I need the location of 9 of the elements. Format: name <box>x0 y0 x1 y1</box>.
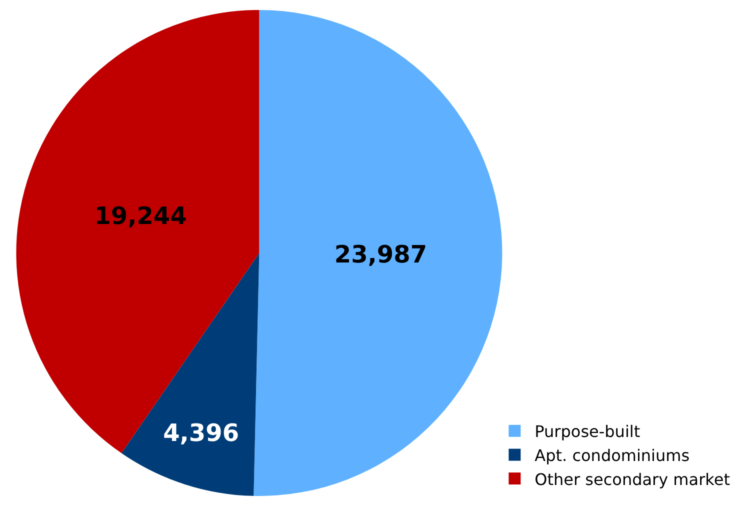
data-label: 23,987 <box>334 240 428 268</box>
data-label: 4,396 <box>163 418 240 447</box>
pie-slice <box>16 10 260 454</box>
legend-label: Other secondary market <box>534 470 730 489</box>
legend-label: Apt. condominiums <box>534 446 690 465</box>
pie-slice <box>121 253 260 496</box>
legend-label: Purpose-built <box>534 422 640 442</box>
data-label: 19,244 <box>94 202 187 230</box>
pie-slice <box>254 10 502 496</box>
